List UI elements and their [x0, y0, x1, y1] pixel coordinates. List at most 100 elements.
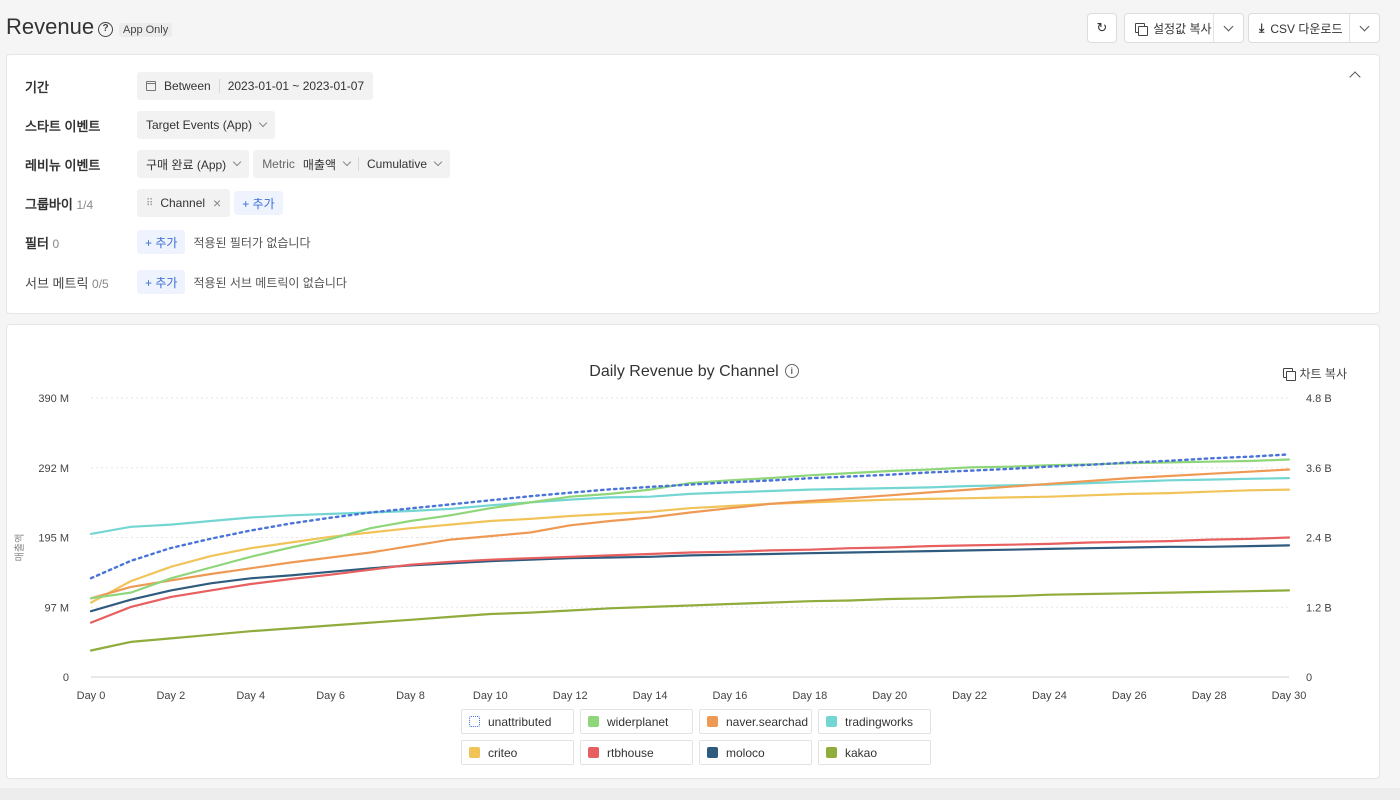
x-tick-label: Day 24: [1032, 690, 1067, 702]
filter-label-text: 필터: [25, 235, 49, 251]
chevron-down-icon: [342, 157, 352, 167]
period-row: 기간 Between 2023-01-01 ~ 2023-01-07: [25, 72, 377, 100]
copy-chart-label: 차트 복사: [1299, 367, 1348, 381]
drag-handle-icon[interactable]: ⠿: [146, 197, 153, 209]
legend-item-kakao[interactable]: kakao: [818, 740, 931, 765]
y-tick-label: 97 M: [45, 602, 69, 614]
help-icon[interactable]: ?: [98, 22, 113, 37]
x-tick-label: Day 20: [872, 690, 907, 702]
legend-label: rtbhouse: [607, 745, 654, 760]
series-line-tradingworks: [89, 477, 1291, 535]
copy-settings-button[interactable]: 설정값 복사: [1124, 13, 1244, 43]
legend-label: kakao: [845, 745, 878, 760]
legend-swatch: [469, 716, 480, 727]
series-line-kakao: [89, 589, 1291, 652]
groupby-label: 그룹바이 1/4: [25, 194, 137, 213]
legend-item-moloco[interactable]: moloco: [699, 740, 812, 765]
y2-tick-label: 3.6 B: [1306, 463, 1332, 475]
legend-item-naver-searchad[interactable]: naver.searchad: [699, 709, 812, 734]
app-only-badge: App Only: [119, 23, 173, 37]
series-line-naver-searchad: [89, 468, 1291, 600]
y2-tick-label: 0: [1306, 672, 1312, 684]
revenue-event-select[interactable]: 구매 완료 (App): [137, 150, 250, 178]
filter-label: 필터 0: [25, 233, 137, 252]
legend-item-rtbhouse[interactable]: rtbhouse: [580, 740, 693, 765]
series-line-unattributed: [89, 453, 1291, 580]
refresh-icon: ↻: [1096, 20, 1108, 35]
legend-label: tradingworks: [845, 714, 914, 729]
page-header: Revenue ? App Only ↻ 설정값 복사 ⤓ CSV 다운로드: [0, 0, 1400, 54]
info-icon[interactable]: i: [784, 364, 799, 378]
legend-item-criteo[interactable]: criteo: [461, 740, 574, 765]
aggregation-value[interactable]: Cumulative: [366, 157, 428, 171]
start-event-select[interactable]: Target Events (App): [137, 111, 276, 139]
chevron-up-icon[interactable]: [1349, 71, 1361, 83]
chevron-down-icon: [258, 118, 268, 128]
download-icon: ⤓: [1259, 20, 1265, 35]
date-mode: Between: [164, 79, 211, 93]
csv-download-dropdown[interactable]: [1349, 14, 1379, 42]
revenue-event-value: 구매 완료 (App): [146, 157, 227, 172]
start-event-value: Target Events (App): [146, 118, 253, 132]
divider: [357, 157, 359, 171]
metric-select[interactable]: Metric 매출액 Cumulative: [253, 150, 451, 178]
chevron-down-icon: [1359, 21, 1370, 31]
legend-item-widerplanet[interactable]: widerplanet: [580, 709, 693, 734]
groupby-chip-label: Channel: [160, 196, 206, 210]
series-line-moloco: [89, 544, 1291, 613]
legend-item-unattributed[interactable]: unattributed: [461, 709, 574, 734]
add-filter-button[interactable]: + 추가: [137, 230, 186, 254]
legend-swatch: [588, 716, 599, 727]
line-chart[interactable]: 0 0 97 M 1.2 B 195 M 2.4 B 292 M 3.6 B 390 M 4.8 …: [7, 325, 1381, 705]
chevron-down-icon: [433, 157, 443, 167]
copy-icon: [1135, 22, 1148, 36]
x-tick-label: Day 10: [473, 690, 508, 702]
y-tick-label: 0: [63, 672, 69, 684]
close-icon[interactable]: ×: [213, 195, 222, 211]
sub-metric-empty-text: 적용된 서브 메트릭이 없습니다: [193, 275, 347, 290]
sub-metric-row: 서브 메트릭 0/5 + 추가 적용된 서브 메트릭이 없습니다: [25, 268, 347, 296]
x-tick-label: Day 14: [633, 690, 668, 702]
chart-title-wrap: Daily Revenue by Channel i: [7, 363, 1381, 381]
copy-settings-dropdown[interactable]: [1213, 14, 1243, 42]
add-groupby-button[interactable]: + 추가: [234, 191, 283, 215]
legend-label: widerplanet: [607, 714, 669, 729]
y-axis-label: 매출액: [14, 534, 26, 562]
page-title: Revenue: [6, 14, 95, 39]
x-tick-label: Day 16: [713, 690, 748, 702]
chart-panel: Daily Revenue by Channel i 차트 복사 0 0 97 M 1.…: [6, 324, 1380, 779]
sub-metric-count: 0/5: [92, 276, 109, 291]
y-tick-label: 195 M: [38, 533, 69, 545]
period-label: 기간: [25, 79, 49, 95]
series-line-rtbhouse: [89, 536, 1291, 624]
chart-title: Daily Revenue by Channel: [589, 363, 779, 380]
csv-download-button[interactable]: ⤓ CSV 다운로드: [1248, 13, 1380, 43]
legend-label: moloco: [726, 745, 765, 760]
groupby-chip[interactable]: ⠿ Channel ×: [137, 189, 231, 217]
date-range-picker[interactable]: Between 2023-01-01 ~ 2023-01-07: [137, 72, 374, 100]
copy-settings-label: 설정값 복사: [1153, 21, 1212, 36]
sub-metric-label-text: 서브 메트릭: [25, 275, 89, 291]
x-tick-label: Day 30: [1272, 690, 1307, 702]
legend-label: naver.searchad: [726, 714, 809, 729]
legend-item-tradingworks[interactable]: tradingworks: [818, 709, 931, 734]
legend-swatch: [826, 747, 837, 758]
series-line-criteo: [89, 488, 1291, 604]
legend-label: criteo: [488, 745, 518, 760]
x-tick-label: Day 22: [952, 690, 987, 702]
revenue-event-label: 레비뉴 이벤트: [25, 157, 101, 173]
x-tick-label: Day 0: [77, 690, 106, 702]
legend-swatch: [707, 716, 718, 727]
filter-empty-text: 적용된 필터가 없습니다: [193, 235, 311, 250]
y-tick-label: 390 M: [38, 393, 69, 405]
groupby-count: 1/4: [76, 197, 94, 212]
start-event-label: 스타트 이벤트: [25, 118, 101, 134]
y2-tick-label: 2.4 B: [1306, 533, 1332, 545]
copy-chart-button[interactable]: 차트 복사: [1282, 365, 1348, 382]
copy-icon: [1282, 368, 1296, 381]
start-event-row: 스타트 이벤트 Target Events (App): [25, 111, 279, 139]
chart-legend: unattributed widerplanet naver.searchad tra…: [461, 709, 933, 765]
add-sub-metric-button[interactable]: + 추가: [137, 270, 186, 294]
y2-tick-label: 4.8 B: [1306, 393, 1332, 405]
refresh-button[interactable]: ↻: [1087, 13, 1117, 43]
